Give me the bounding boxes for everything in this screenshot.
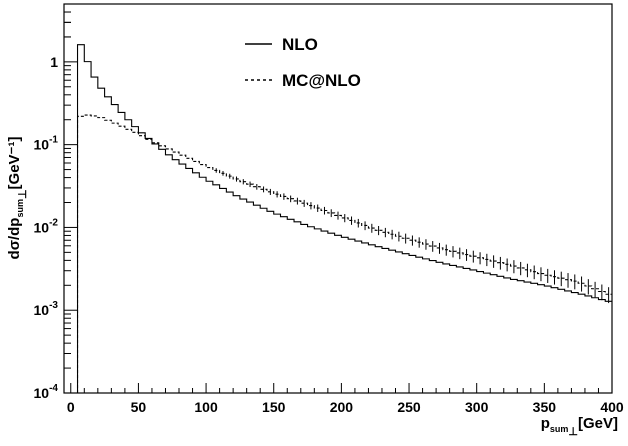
y-tick-label: 10-3 [34, 300, 59, 318]
series-nlo [76, 44, 612, 393]
series-layer [76, 44, 612, 393]
series-line [76, 44, 612, 393]
x-tick-label: 250 [397, 399, 421, 415]
ticks: 0 50 100 150 200 250 300 350 400 1 10-1 10-2 10-3 10-… [34, 3, 624, 415]
x-tick-label: 150 [262, 399, 286, 415]
y-tick-label: 10-4 [34, 383, 59, 401]
x-tick-label: 300 [465, 399, 489, 415]
x-tick-label: 200 [330, 399, 354, 415]
x-tick-label: 400 [600, 399, 624, 415]
y-tick-label: 10-1 [34, 135, 59, 153]
series-line [76, 114, 612, 393]
y-tick-label: 1 [50, 54, 58, 70]
x-tick-label: 350 [533, 399, 557, 415]
x-tick-label: 100 [194, 399, 218, 415]
x-tick-label: 0 [67, 399, 75, 415]
y-tick-label: 10-2 [34, 217, 59, 235]
series-mc-nlo [76, 114, 612, 393]
legend-label-nlo: NLO [282, 35, 318, 54]
legend-label-mcnlo: MC@NLO [282, 71, 361, 90]
x-tick-label: 50 [131, 399, 147, 415]
plot-frame [63, 3, 613, 394]
x-axis-label: psum⊥[GeV] [541, 415, 618, 438]
y-axis-label: dσ/dpsum⊥[GeV⁻¹] [6, 137, 29, 260]
legend: NLO MC@NLO [245, 35, 361, 90]
